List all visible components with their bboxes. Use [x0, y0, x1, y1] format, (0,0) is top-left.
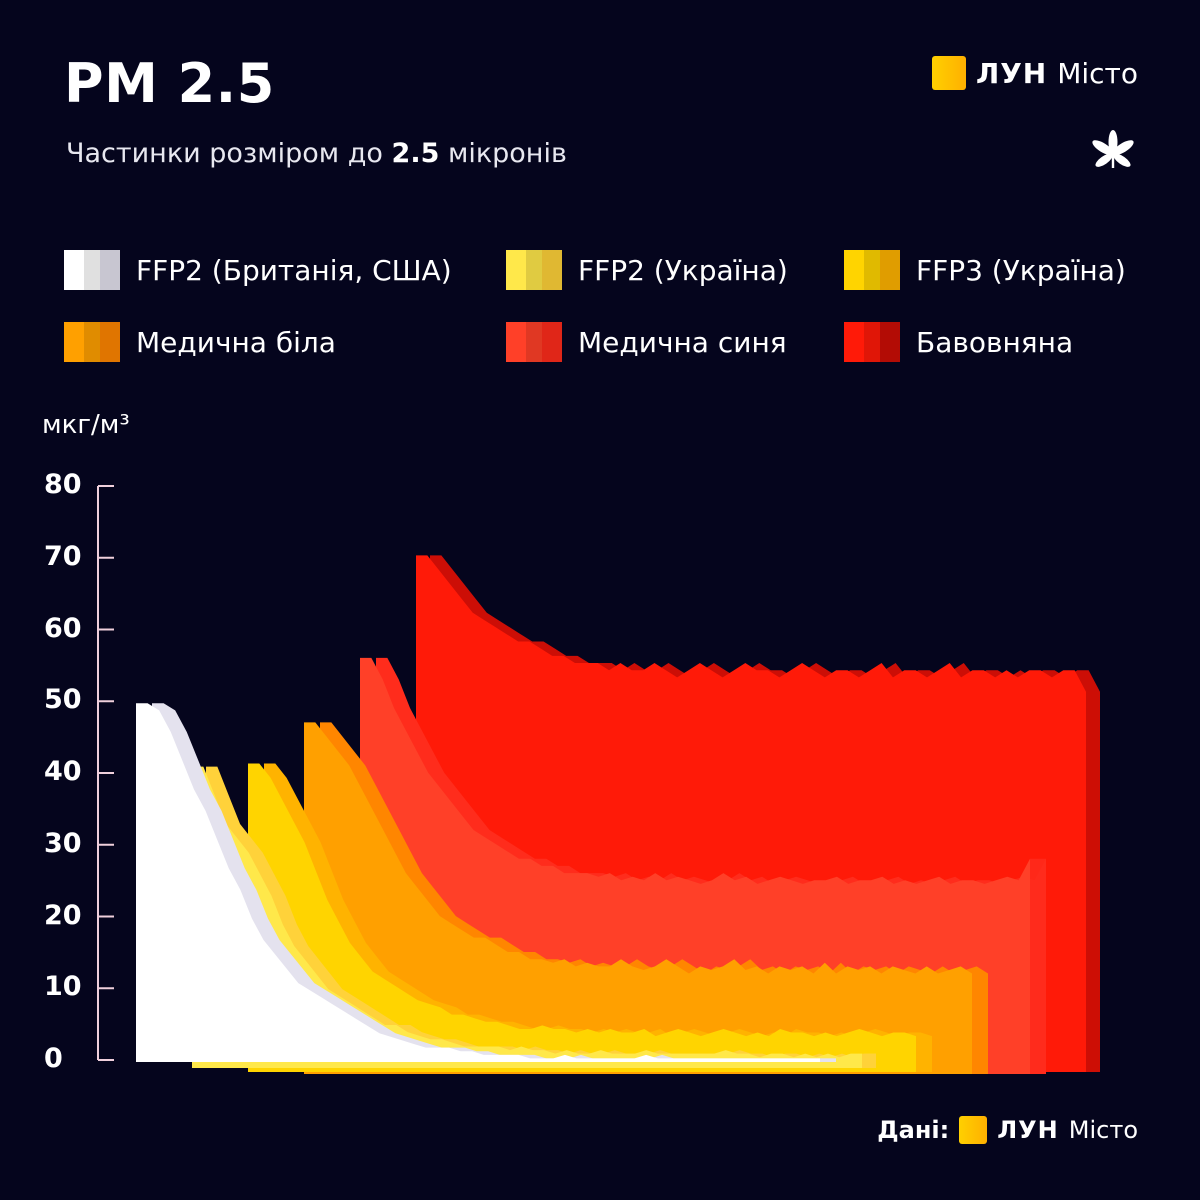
legend-item: FFP3 (Україна) [844, 250, 1126, 290]
series-area-end [1030, 858, 1046, 1074]
y-tick-label: 80 [44, 469, 82, 500]
legend-item: Медична синя [506, 322, 787, 362]
legend-item: FFP2 (Україна) [506, 250, 788, 290]
data-source-label: Дані: [877, 1116, 950, 1144]
y-tick-label: 20 [44, 899, 82, 931]
brand-wordmark: ЛУН [997, 1116, 1059, 1144]
legend-label: Бавовняна [916, 325, 1074, 359]
y-tick-label: 40 [44, 756, 82, 787]
legend-item: FFP2 (Британія, США) [64, 250, 452, 290]
legend-swatch [506, 322, 562, 362]
legend-label: Медична синя [578, 325, 787, 359]
legend-label: FFP3 (Україна) [916, 253, 1126, 287]
chestnut-leaf-icon [1092, 130, 1134, 168]
brand-square-icon [959, 1116, 988, 1144]
y-axis-unit: мкг/м³ [42, 410, 130, 440]
y-tick-label: 0 [44, 1043, 63, 1074]
y-tick-label: 10 [44, 971, 82, 1003]
chart-subtitle: Частинки розміром до 2.5 мікронів [66, 138, 567, 169]
series-area-end [862, 1053, 876, 1068]
subtitle-text: Частинки розміром до [66, 138, 392, 169]
legend-swatch [844, 322, 900, 362]
y-tick-label: 30 [44, 827, 82, 859]
series-area [304, 722, 972, 1074]
legend-swatch [64, 322, 120, 362]
subtitle-highlight: 2.5 [391, 138, 440, 169]
y-tick-label: 70 [44, 540, 82, 572]
brand-wordmark: ЛУН [975, 56, 1048, 90]
legend-swatch [844, 250, 900, 290]
legend-swatch [64, 250, 120, 290]
series-area-end [972, 973, 988, 1074]
legend-label: FFP2 (Україна) [578, 253, 788, 287]
data-source: Дані: ЛУН Місто [877, 1116, 1138, 1144]
brand-subtitle: Місто [1057, 56, 1138, 90]
subtitle-text-end: мікронів [439, 138, 567, 169]
series-area-end [916, 1036, 932, 1072]
series-area [136, 703, 820, 1062]
legend-label: FFP2 (Британія, США) [136, 253, 452, 287]
legend-label: Медична біла [136, 325, 336, 359]
legend-item: Бавовняна [844, 322, 1073, 362]
y-tick-label: 60 [44, 612, 82, 644]
legend-swatch [506, 250, 562, 290]
brand-square-icon [931, 56, 966, 90]
series-area-end [1086, 691, 1100, 1072]
brand-logo: ЛУН Місто [931, 56, 1138, 90]
brand-subtitle: Місто [1068, 1116, 1138, 1144]
series-area-end [820, 1058, 836, 1062]
chart-title: PM 2.5 [64, 52, 275, 115]
legend-item: Медична біла [64, 322, 336, 362]
y-tick-label: 50 [44, 684, 82, 716]
